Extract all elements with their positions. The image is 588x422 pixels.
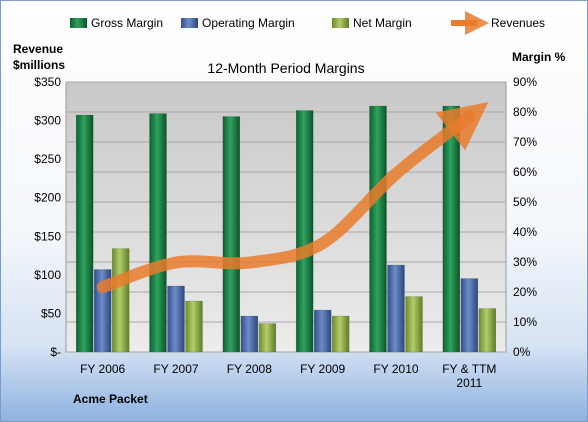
right-axis-title: Margin % xyxy=(512,50,566,64)
bar-operating-margin xyxy=(313,309,332,353)
category-label: FY 2009 xyxy=(300,362,345,376)
bar-gross-margin xyxy=(149,113,167,353)
category-label: FY 2008 xyxy=(227,362,272,376)
legend-item-revenues: Revenues xyxy=(451,11,545,35)
right-tick-label: 90% xyxy=(513,75,537,89)
right-tick-label: 10% xyxy=(513,315,537,329)
legend-label-net-margin: Net Margin xyxy=(353,16,412,30)
right-tick-label: 60% xyxy=(513,165,537,179)
left-axis-ticks: $- $50 $100 $150 $200 $250 $300 $350 xyxy=(34,75,61,359)
legend-item-gross-margin: Gross Margin xyxy=(70,16,163,30)
bar-net-margin xyxy=(258,323,277,353)
legend-label-revenues: Revenues xyxy=(491,16,545,30)
category-axis: FY 2006 FY 2007 FY 2008 FY 2009 FY 2010 FY & … xyxy=(80,362,496,390)
right-tick-label: 30% xyxy=(513,255,537,269)
left-tick-label: $- xyxy=(50,345,61,359)
left-tick-label: $350 xyxy=(34,75,61,89)
left-tick-label: $100 xyxy=(34,268,61,282)
bar-net-margin xyxy=(478,308,497,353)
bar-operating-margin xyxy=(167,285,185,353)
left-tick-label: $50 xyxy=(41,306,61,320)
right-tick-label: 40% xyxy=(513,225,537,239)
bar-net-margin xyxy=(405,296,423,353)
bars xyxy=(75,105,497,353)
category-label: FY & TTM xyxy=(442,362,496,376)
chart-title: 12-Month Period Margins xyxy=(207,60,364,76)
legend-swatch-operating-margin xyxy=(181,18,198,28)
left-tick-label: $150 xyxy=(34,229,61,243)
right-tick-label: 50% xyxy=(513,195,537,209)
category-label: FY 2006 xyxy=(80,362,125,376)
plot-area xyxy=(65,81,507,353)
right-tick-label: 20% xyxy=(513,285,537,299)
bar-gross-margin xyxy=(75,114,94,353)
right-tick-label: 70% xyxy=(513,135,537,149)
bar-operating-margin xyxy=(460,278,479,353)
left-tick-label: $300 xyxy=(34,114,61,128)
revenue-line xyxy=(96,101,489,294)
legend-label-operating-margin: Operating Margin xyxy=(202,16,295,30)
bar-gross-margin xyxy=(295,110,314,353)
category-label: FY 2010 xyxy=(373,362,418,376)
bar-net-margin xyxy=(331,315,350,353)
bar-gross-margin xyxy=(369,105,387,353)
legend-item-operating-margin: Operating Margin xyxy=(181,16,295,30)
right-axis-ticks: 0% 10% 20% 30% 40% 50% 60% 70% 80% 90% xyxy=(513,75,537,359)
bar-net-margin xyxy=(185,300,203,353)
legend-item-net-margin: Net Margin xyxy=(332,16,412,30)
legend-label-gross-margin: Gross Margin xyxy=(91,16,163,30)
bar-net-margin xyxy=(111,248,130,353)
right-tick-label: 80% xyxy=(513,105,537,119)
bar-gross-margin xyxy=(222,116,241,353)
left-tick-label: $250 xyxy=(34,152,61,166)
category-label: 2011 xyxy=(456,376,482,390)
bar-operating-margin xyxy=(387,264,405,353)
left-axis-title-line2: $millions xyxy=(13,58,65,72)
left-tick-label: $200 xyxy=(34,191,61,205)
legend: Gross Margin Operating Margin Net Margin… xyxy=(70,11,545,35)
legend-swatch-net-margin xyxy=(332,18,349,28)
bar-operating-margin xyxy=(240,315,259,353)
revenue-line-path xyxy=(96,101,489,294)
bar-gross-margin xyxy=(442,105,461,353)
left-axis-title-line1: Revenue xyxy=(13,42,63,56)
right-tick-label: 0% xyxy=(513,345,531,359)
category-label: FY 2007 xyxy=(153,362,198,376)
legend-swatch-gross-margin xyxy=(70,18,87,28)
company-label: Acme Packet xyxy=(73,392,148,406)
